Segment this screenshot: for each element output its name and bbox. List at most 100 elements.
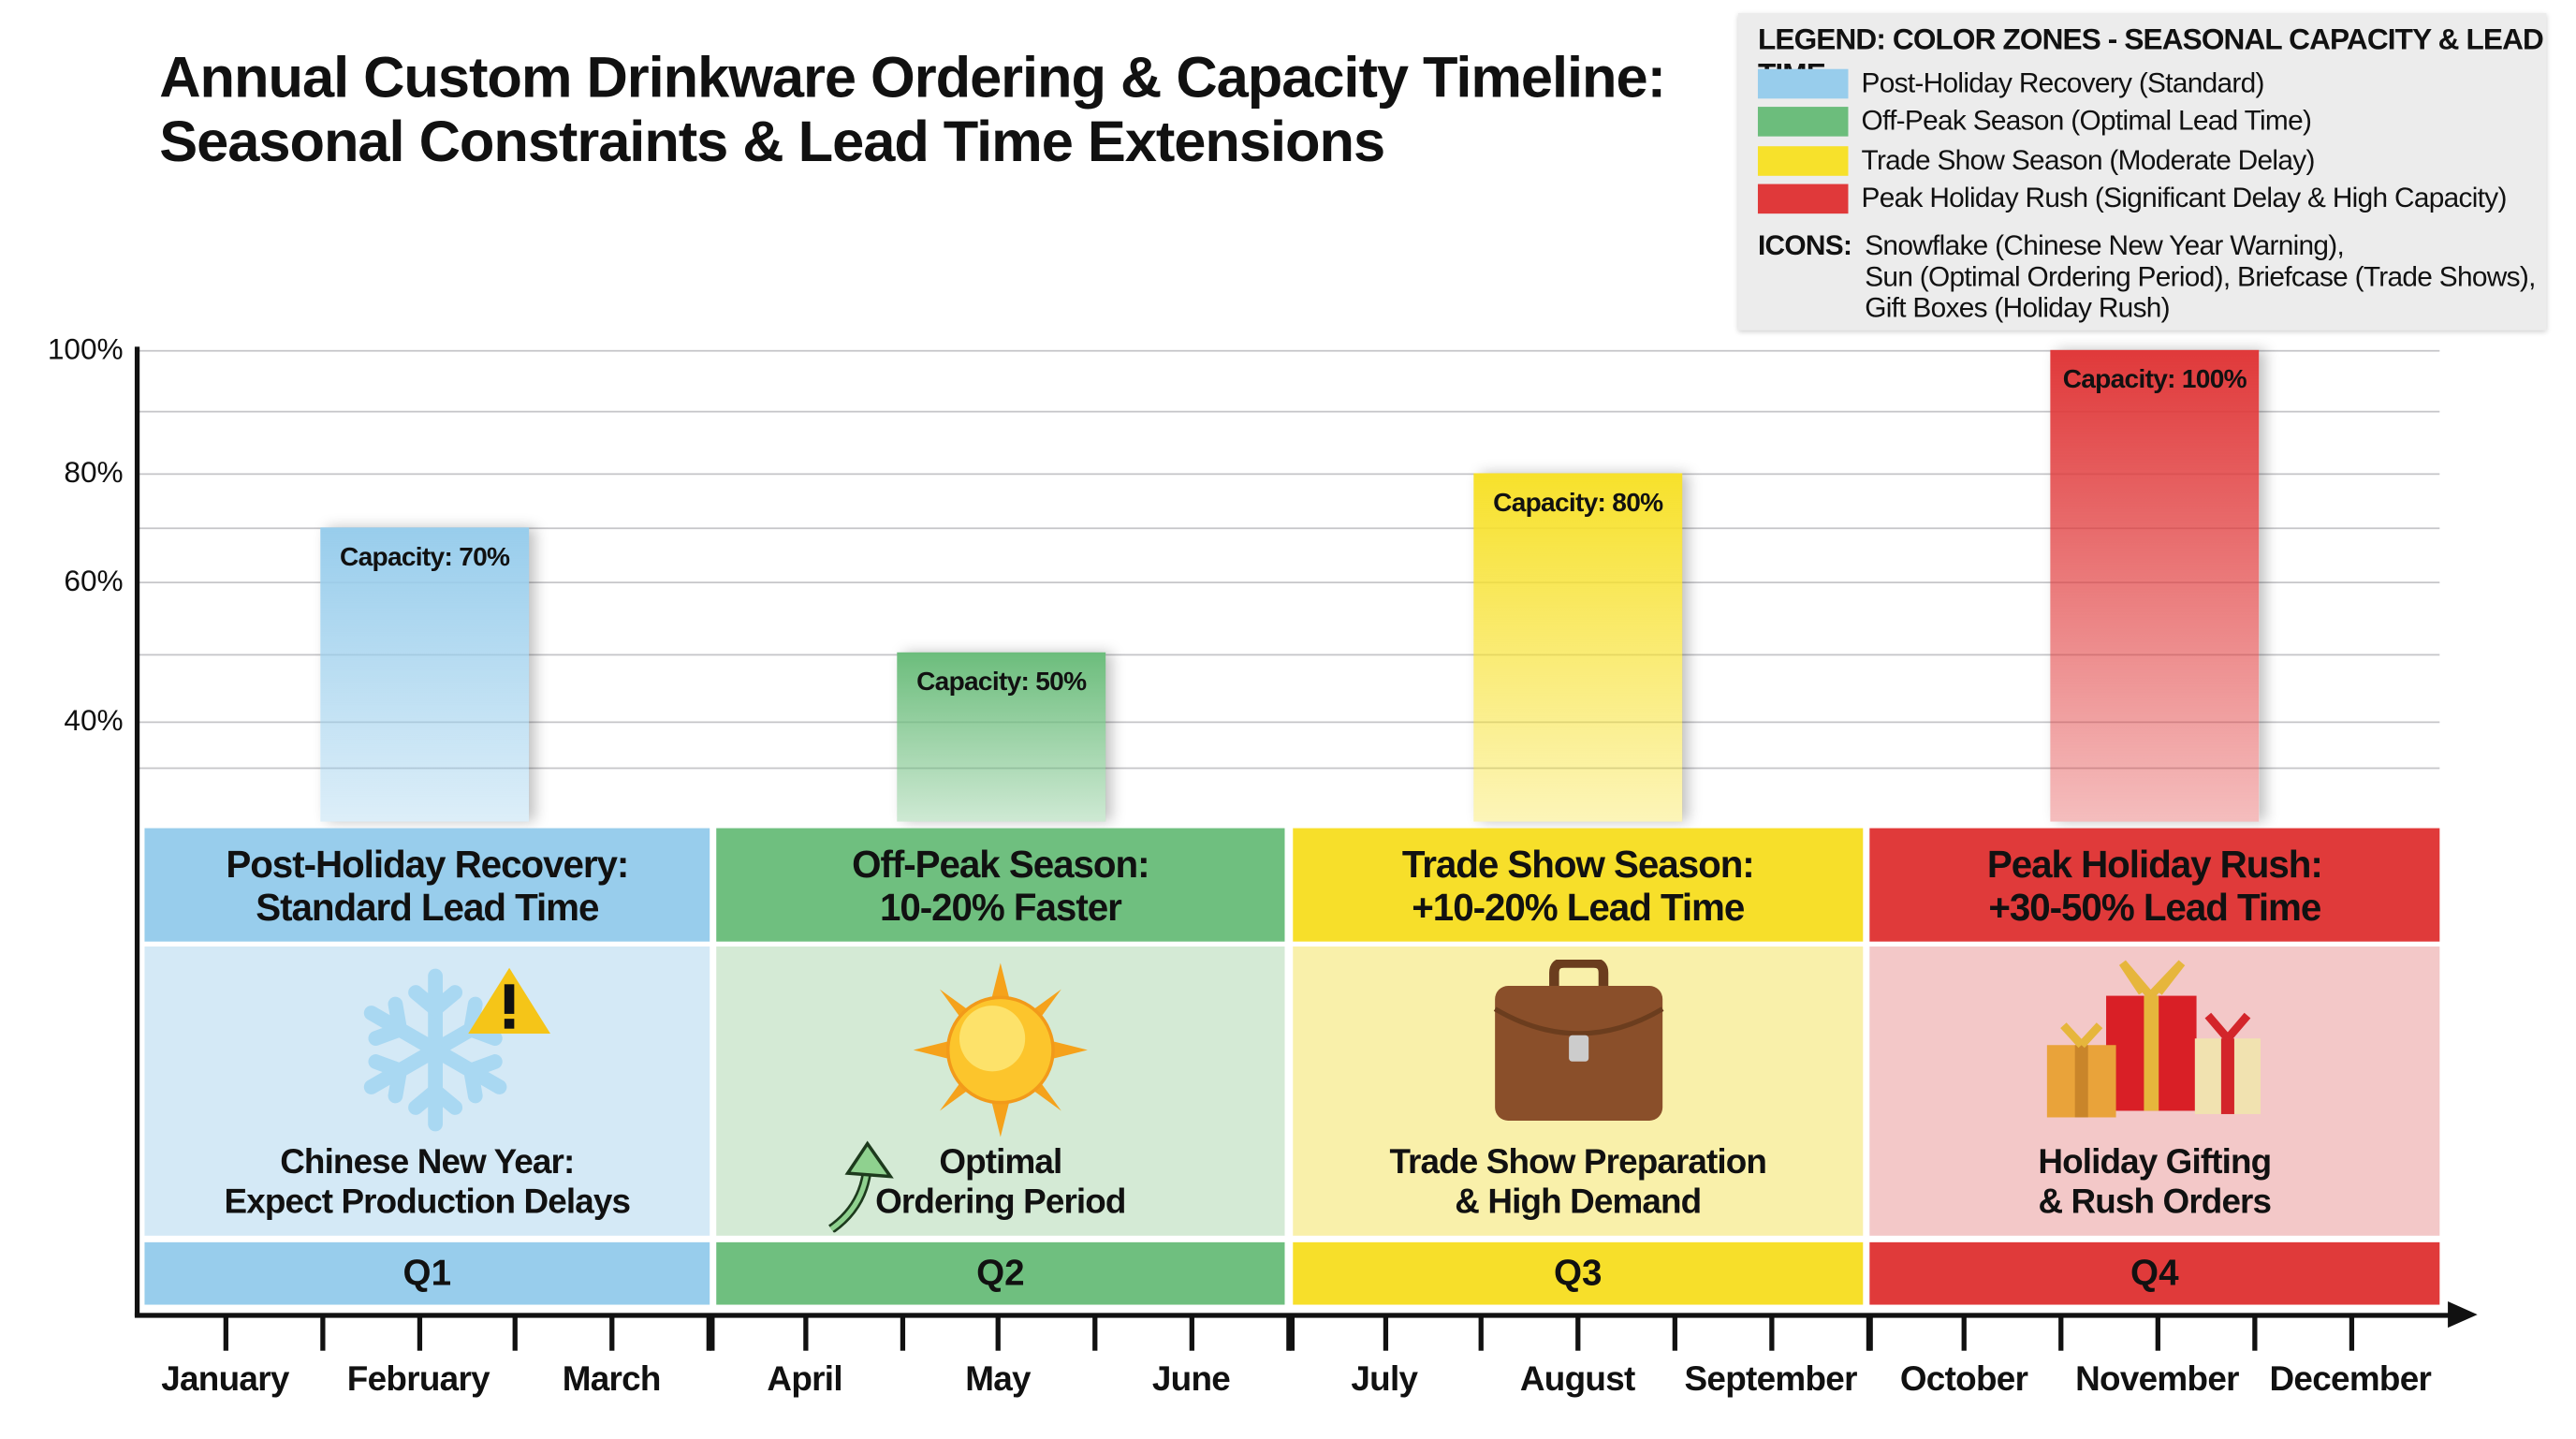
x-axis-arrow-icon	[2448, 1301, 2478, 1329]
x-tick	[1285, 1314, 1292, 1351]
y-tick-label: 100%	[47, 332, 124, 366]
zone-header-line: Post-Holiday Recovery:	[226, 842, 629, 886]
legend-label: Trade Show Season (Moderate Delay)	[1861, 143, 2316, 176]
legend-item: Post-Holiday Recovery (Standard)	[1757, 66, 2265, 100]
x-tick	[1092, 1314, 1098, 1351]
legend-swatch	[1757, 184, 1849, 213]
zone-header: Trade Show Season: +10-20% Lead Time	[1293, 828, 1864, 942]
quarter-label: Q4	[1869, 1241, 2440, 1305]
legend-icons: ICONS: Snowflake (Chinese New Year Warni…	[1758, 230, 2536, 324]
zone-trade-show-season: Trade Show Season: +10-20% Lead Time Trade…	[1293, 828, 1864, 1305]
quarter-label: Q1	[144, 1241, 710, 1305]
icons-line: Gift Boxes (Holiday Rush)	[1865, 292, 2170, 324]
bar	[1473, 473, 1683, 822]
zone-header-line: +30-50% Lead Time	[1988, 885, 2321, 928]
legend-swatch	[1757, 145, 1849, 176]
snowflake-warning-icon	[353, 960, 566, 1149]
zone-header-line: Trade Show Season:	[1401, 842, 1755, 886]
y-axis	[134, 346, 140, 1316]
quarter-divider-tick	[1867, 1314, 1873, 1351]
y-tick-label: 80%	[64, 456, 124, 490]
zone-peak-holiday-rush: Peak Holiday Rush: +30-50% Lead Time Holid…	[1869, 828, 2440, 1305]
x-tick	[319, 1314, 326, 1351]
x-tick	[1575, 1314, 1581, 1351]
gridline	[138, 767, 2440, 770]
x-tick	[513, 1314, 519, 1351]
chart-title: Annual Custom Drinkware Ordering & Capac…	[159, 46, 1666, 175]
y-tick-label: 40%	[64, 704, 124, 738]
legend: LEGEND: COLOR ZONES - SEASONAL CAPACITY …	[1737, 13, 2547, 330]
gridline	[138, 721, 2440, 724]
month-label: September	[1684, 1360, 1858, 1399]
quarter-label: Q3	[1293, 1241, 1864, 1305]
legend-label: Peak Holiday Rush (Significant Delay & H…	[1861, 182, 2508, 213]
title-line-2: Seasonal Constraints & Lead Time Extensi…	[159, 110, 1385, 175]
bar-data-label: Capacity: 50%	[916, 668, 1087, 697]
title-line-1: Annual Custom Drinkware Ordering & Capac…	[159, 46, 1666, 110]
x-tick	[1672, 1314, 1677, 1351]
zone-description: Trade Show Preparation & High Demand	[1293, 1144, 1863, 1223]
month-label: April	[767, 1360, 842, 1399]
month-label: August	[1519, 1360, 1635, 1399]
gridline	[138, 473, 2440, 476]
zone-header-line: Off-Peak Season:	[852, 842, 1149, 886]
briefcase-icon	[1487, 958, 1668, 1132]
zone-header-line: Standard Lead Time	[256, 885, 599, 928]
legend-item: Trade Show Season (Moderate Delay)	[1757, 143, 2316, 177]
icons-label: ICONS:	[1757, 229, 1852, 262]
month-label: October	[1899, 1360, 2028, 1399]
quarter-label: Q2	[716, 1241, 1285, 1305]
icons-line: Snowflake (Chinese New Year Warning),	[1865, 229, 2345, 262]
bar-data-label: Capacity: 80%	[1493, 490, 1663, 518]
zone-description-line: Optimal	[939, 1143, 1062, 1182]
zone-description-line: Holiday Gifting	[2038, 1143, 2272, 1182]
x-tick	[2155, 1314, 2160, 1351]
zone-header: Peak Holiday Rush: +30-50% Lead Time	[1869, 828, 2440, 942]
month-label: February	[346, 1360, 490, 1399]
legend-item: Off-Peak Season (Optimal Lead Time)	[1757, 105, 2312, 139]
x-tick	[2058, 1314, 2064, 1351]
x-tick	[1189, 1314, 1194, 1351]
y-tick-label: 60%	[64, 564, 124, 597]
bar	[897, 651, 1106, 822]
x-tick	[706, 1314, 711, 1351]
zone-header: Off-Peak Season: 10-20% Faster	[716, 828, 1285, 942]
quarter-divider-tick	[1289, 1314, 1295, 1351]
legend-label: Off-Peak Season (Optimal Lead Time)	[1861, 105, 2312, 138]
growth-arrow-icon	[825, 1140, 900, 1241]
zone-content: Optimal Ordering Period	[716, 946, 1285, 1236]
zone-description-line: Ordering Period	[875, 1182, 1126, 1222]
zone-header-line: 10-20% Faster	[879, 885, 1122, 928]
legend-swatch	[1757, 68, 1849, 99]
legend-item: Peak Holiday Rush (Significant Delay & H…	[1757, 182, 2508, 215]
month-label: May	[965, 1360, 1031, 1399]
month-label: November	[2075, 1360, 2239, 1399]
x-tick	[609, 1314, 615, 1351]
gridline	[138, 581, 2440, 584]
x-tick	[223, 1314, 228, 1351]
month-label: March	[562, 1360, 662, 1399]
x-tick	[900, 1314, 905, 1351]
icons-line: Sun (Optimal Ordering Period), Briefcase…	[1865, 261, 2536, 293]
zone-description: Chinese New Year: Expect Production Delay…	[144, 1144, 710, 1223]
gridline	[138, 410, 2440, 413]
zone-description: Optimal Ordering Period	[716, 1144, 1284, 1223]
x-tick	[417, 1314, 422, 1351]
month-label: January	[161, 1360, 289, 1399]
zone-header-line: Peak Holiday Rush:	[1986, 842, 2323, 886]
zone-description-line: Expect Production Delays	[224, 1182, 631, 1222]
zone-content: Holiday Gifting & Rush Orders	[1869, 946, 2440, 1236]
bar	[320, 527, 530, 822]
x-tick	[1383, 1314, 1388, 1351]
zone-content: Trade Show Preparation & High Demand	[1293, 946, 1864, 1236]
x-tick	[1479, 1314, 1485, 1351]
month-label: December	[2269, 1360, 2432, 1399]
x-tick	[2251, 1314, 2258, 1351]
quarter-divider-tick	[710, 1314, 715, 1351]
x-tick	[1962, 1314, 1968, 1351]
x-tick	[802, 1314, 809, 1351]
legend-swatch	[1757, 107, 1849, 138]
legend-label: Post-Holiday Recovery (Standard)	[1861, 66, 2265, 99]
zone-description-line: Chinese New Year:	[280, 1143, 575, 1182]
